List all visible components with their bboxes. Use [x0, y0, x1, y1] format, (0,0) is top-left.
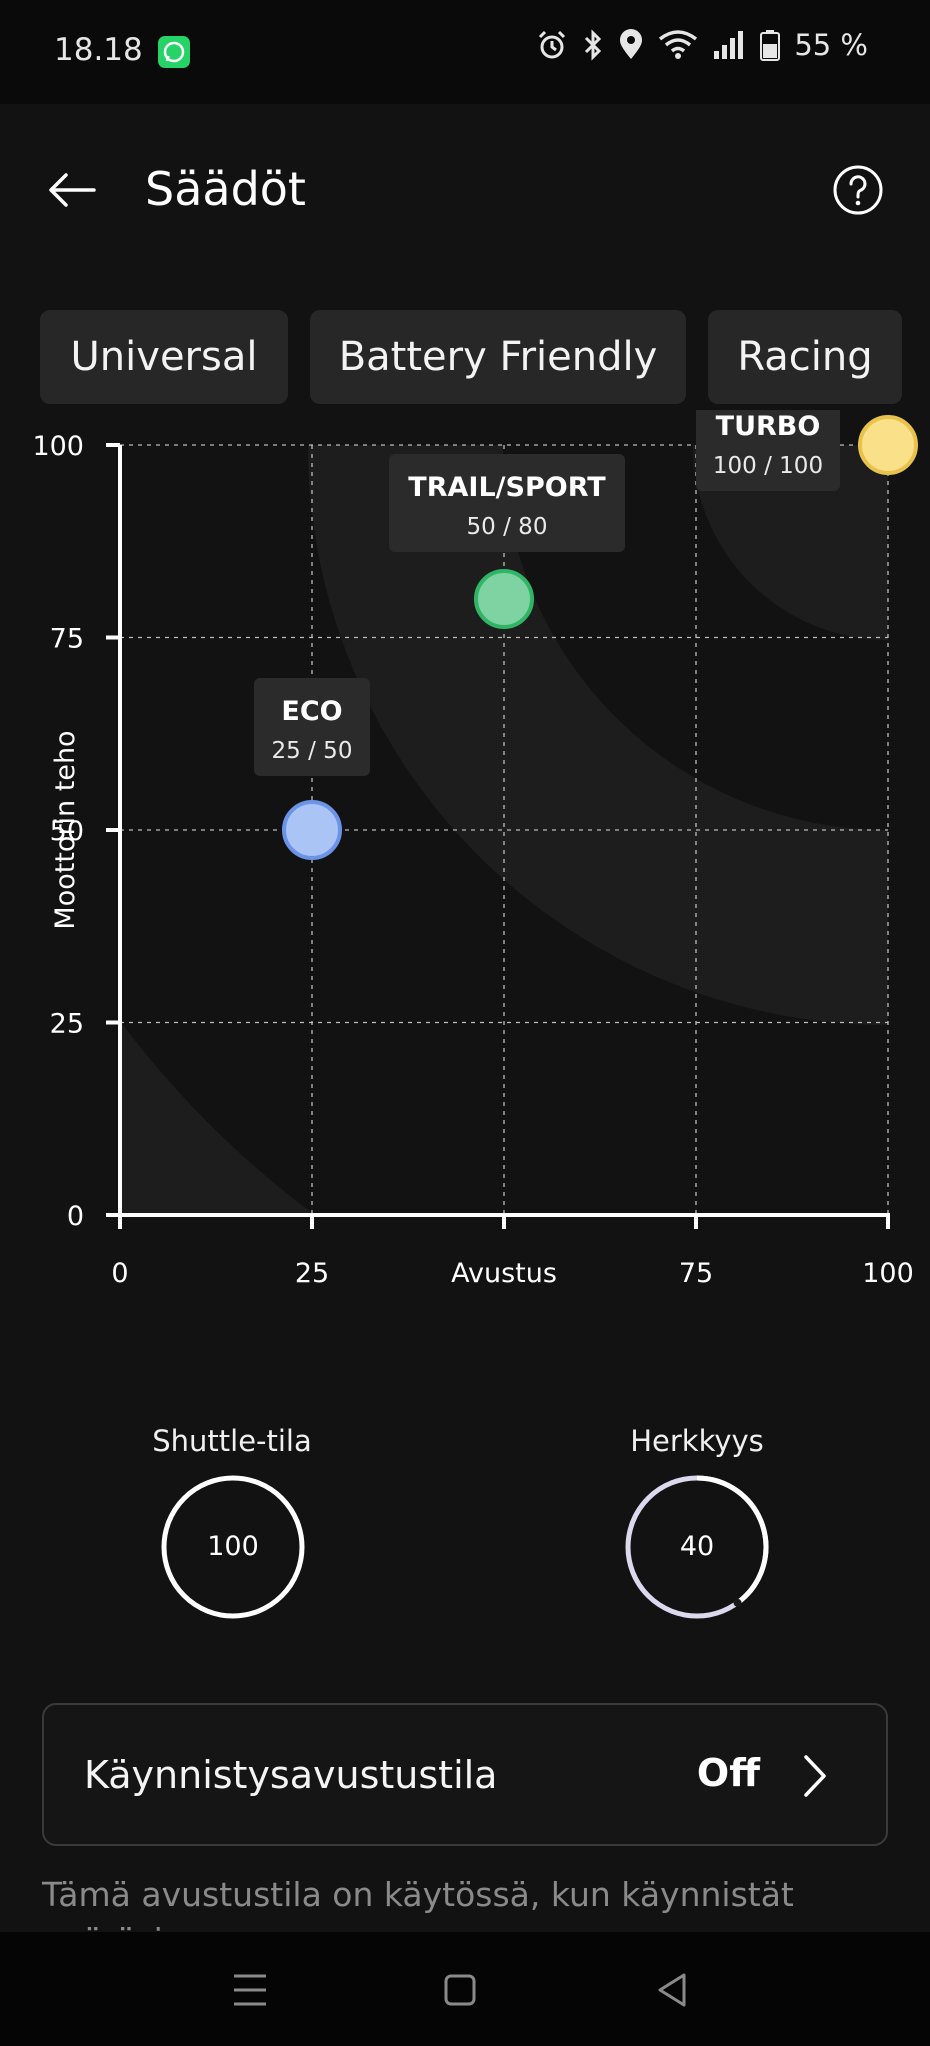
point-tooltip-box [389, 454, 625, 552]
y-tick-label: 0 [67, 1201, 84, 1232]
x-tick-label: 0 [111, 1258, 128, 1289]
point-name-label: ECO [281, 696, 342, 727]
tab-label: Racing [737, 334, 873, 380]
battery-icon [760, 30, 781, 61]
x-tick-label: Avustus [451, 1258, 557, 1289]
page-title: Säädöt [145, 162, 306, 216]
point-name-label: TRAIL/SPORT [408, 472, 606, 503]
app-header: Säädöt [0, 104, 930, 274]
sensitivity-label: Herkkyys [630, 1424, 764, 1458]
tab-battery-friendly[interactable]: Battery Friendly [310, 310, 686, 404]
bluetooth-icon [585, 29, 602, 61]
sensitivity-value: 40 [679, 1531, 715, 1562]
tab-label: Battery Friendly [338, 334, 658, 380]
system-nav-bar [0, 1932, 930, 2046]
shuttle-mode-dial[interactable] [158, 1472, 308, 1622]
x-tick-label: 100 [862, 1258, 914, 1289]
point-tooltip-box [254, 678, 370, 776]
chart-points: ECO 25 / 50 TRAIL/SPORT 50 / 80 TURBO 100 / 1… [254, 410, 918, 860]
tab-label: Universal [70, 334, 258, 380]
point-value-label: 100 / 100 [713, 453, 823, 479]
dial-knob[interactable] [733, 1598, 742, 1607]
dial-progress-arc [696, 1475, 769, 1605]
battery-percent: 55 % [794, 28, 868, 62]
wifi-icon [659, 30, 698, 59]
tab-racing[interactable]: Racing [708, 310, 902, 404]
whatsapp-icon [158, 36, 190, 68]
y-tick-label: 25 [50, 1009, 84, 1040]
mode-point-trail-sport[interactable] [474, 569, 534, 629]
chart-axes: 00 25 25 50 Avustus 75 75 100 100 [32, 431, 913, 1289]
dial-ring [161, 1475, 305, 1619]
back-triangle-icon[interactable] [650, 1968, 694, 2012]
status-bar: 18.18 [0, 0, 930, 104]
point-value-label: 25 / 50 [272, 738, 353, 764]
tab-universal[interactable]: Universal [40, 310, 288, 404]
point-tooltip-box [696, 410, 840, 491]
mode-point-eco[interactable] [282, 800, 342, 860]
mode-chart: 00 25 25 50 Avustus 75 75 100 100 Moottorin teho… [32, 410, 918, 1289]
chevron-right-icon [804, 1755, 826, 1797]
location-icon [620, 29, 643, 59]
start-assist-value: Off [696, 1751, 760, 1795]
shuttle-mode-value: 100 [207, 1531, 259, 1562]
y-tick-label: 100 [32, 431, 84, 462]
help-circle-icon[interactable] [830, 162, 886, 218]
start-assist-label: Käynnistysavustustila [84, 1753, 498, 1797]
sensitivity-dial[interactable] [622, 1472, 772, 1622]
y-tick-label: 75 [50, 624, 84, 655]
menu-icon[interactable] [228, 1968, 272, 2012]
alarm-icon [539, 30, 566, 59]
home-square-icon[interactable] [438, 1968, 482, 2012]
arrow-left-icon[interactable] [44, 160, 104, 220]
y-tick-label: 50 [50, 816, 84, 847]
start-assist-row[interactable]: Käynnistysavustustila Off [42, 1703, 888, 1846]
shuttle-mode-label: Shuttle-tila [152, 1424, 312, 1458]
mode-point-turbo[interactable] [858, 415, 918, 475]
x-tick-label: 75 [679, 1258, 713, 1289]
status-time: 18.18 [54, 32, 143, 68]
chart-y-axis-label: Moottorin teho [50, 730, 81, 929]
signal-icon [714, 31, 744, 59]
point-name-label: TURBO [716, 411, 821, 442]
status-icons: 55 % [536, 28, 868, 62]
point-value-label: 50 / 80 [467, 514, 548, 540]
x-tick-label: 25 [295, 1258, 329, 1289]
